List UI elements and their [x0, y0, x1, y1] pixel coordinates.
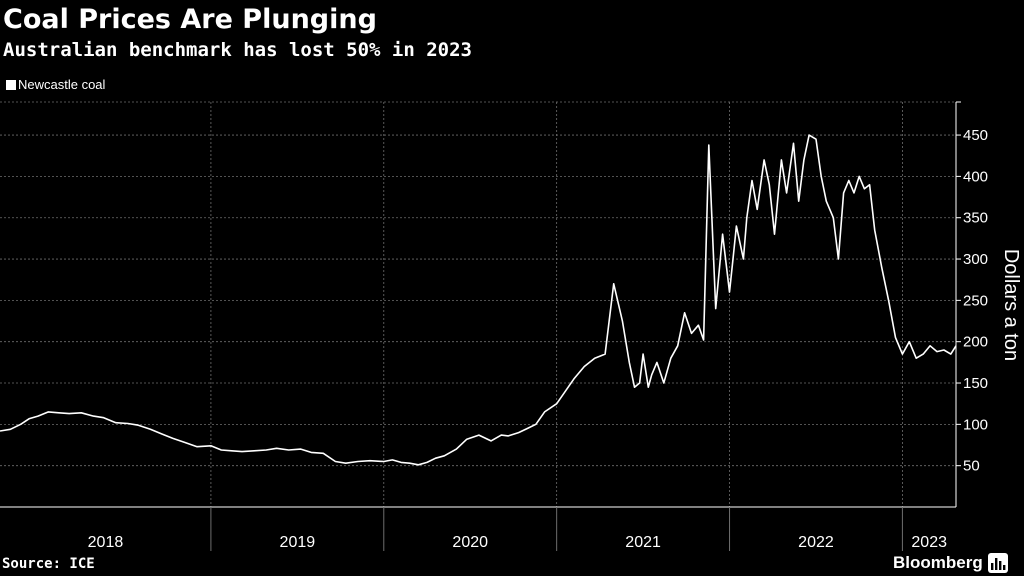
x-tick-label: 2020 [452, 534, 488, 551]
y-tick-label: 50 [963, 458, 980, 475]
x-tick-label: 2021 [625, 534, 661, 551]
x-tick-label: 2023 [911, 534, 947, 551]
legend-label: Newcastle coal [18, 77, 106, 92]
legend: Newcastle coal [6, 77, 105, 92]
y-tick-label: 400 [963, 168, 988, 185]
bloomberg-bars-icon [987, 553, 1008, 573]
y-tick-label: 100 [963, 416, 988, 433]
brand-name: Bloomberg [893, 553, 983, 572]
grid-layer [0, 101, 956, 507]
label-layer: 50 100 150 200 250 300 350 400 450 2018 2019 2020 20… [88, 127, 1022, 551]
x-tick-label: 2019 [280, 534, 316, 551]
source-note: Source: ICE [2, 556, 95, 572]
y-tick-label: 350 [963, 210, 988, 227]
y-tick-label: 450 [963, 127, 988, 144]
y-axis-title: Dollars a ton [1000, 249, 1022, 361]
y-tick-label: 150 [963, 375, 988, 392]
brand-logo: Bloomberg [893, 553, 1008, 573]
legend-swatch [6, 79, 16, 90]
axis-layer [0, 101, 961, 551]
chart-title: Coal Prices Are Plunging [3, 4, 377, 35]
y-tick-label: 200 [963, 334, 988, 351]
x-tick-label: 2022 [798, 534, 834, 551]
series-line-newcastle-coal [0, 134, 957, 466]
series-layer [0, 134, 957, 466]
y-tick-label: 250 [963, 292, 988, 309]
x-tick-label: 2018 [88, 534, 124, 551]
y-tick-label: 300 [963, 251, 988, 268]
chart-subtitle: Australian benchmark has lost 50% in 202… [3, 39, 472, 61]
